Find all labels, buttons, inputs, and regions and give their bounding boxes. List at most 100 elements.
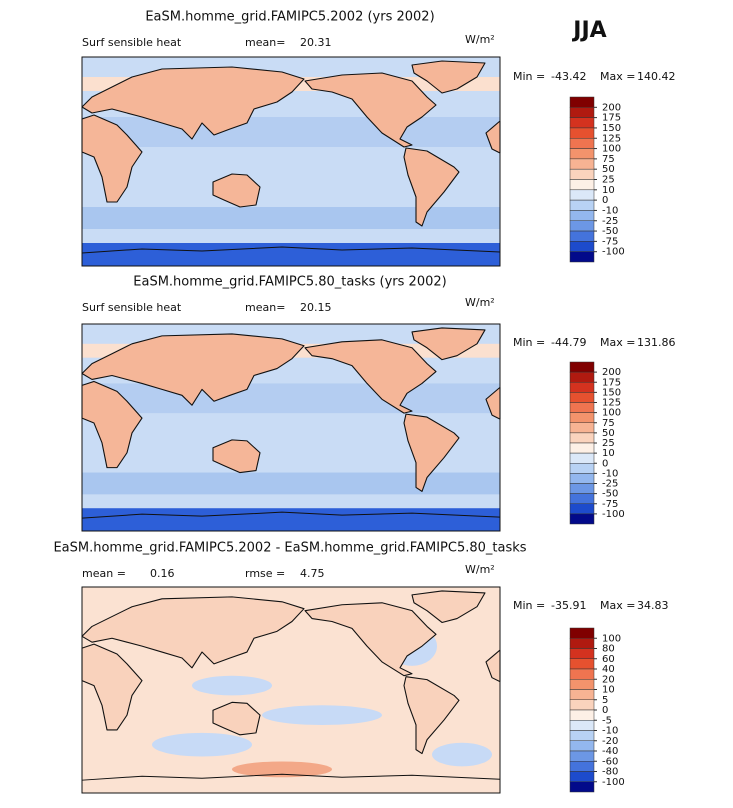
colorbar-label: -10 (602, 205, 618, 216)
anomaly (152, 732, 252, 757)
colorbar-label: 100 (602, 408, 621, 419)
max-label: Max = (600, 336, 635, 349)
colorbar-box (569, 251, 595, 263)
max-value: 131.86 (637, 336, 676, 349)
colorbar-label: 60 (602, 654, 615, 665)
colorbar-box (569, 648, 595, 659)
colorbar-label: -75 (602, 236, 618, 247)
colorbar-label: -75 (602, 499, 618, 510)
colorbar-box (569, 699, 595, 711)
colorbar-box (569, 402, 595, 413)
colorbar-label: -5 (602, 715, 612, 726)
max-label: Max = (600, 70, 635, 83)
colorbar-box (569, 709, 595, 721)
colorbar-box (569, 493, 595, 504)
season-label: JJA (571, 18, 606, 43)
colorbar-label: 0 (602, 705, 608, 716)
colorbar-box (569, 158, 595, 170)
colorbar-box (569, 168, 595, 180)
colorbar-label: 10 (602, 185, 615, 196)
stat-value: 20.31 (300, 36, 332, 49)
colorbar-label: 20 (602, 674, 615, 685)
map-frame (81, 586, 501, 794)
colorbar-label: 50 (602, 164, 615, 175)
colorbar-label: 75 (602, 154, 615, 165)
colorbar-box (569, 241, 595, 252)
antarctic-band (82, 243, 500, 266)
colorbar-label: 125 (602, 133, 621, 144)
antarctic-coast (81, 773, 501, 781)
colorbar-box (569, 781, 595, 793)
stat-label: mean = (82, 567, 126, 580)
colorbar-box (569, 771, 595, 782)
panel-title: EaSM.homme_grid.FAMIPC5.2002 (yrs 2002) (145, 10, 434, 25)
colorbar-box (569, 442, 595, 454)
colorbar-box (569, 412, 595, 423)
colorbar-box (569, 513, 595, 525)
colorbar-box (569, 210, 595, 221)
map-frame (81, 323, 501, 532)
colorbar-label: 50 (602, 428, 615, 439)
map (81, 323, 501, 532)
colorbar-box (569, 668, 595, 680)
colorbar-box (569, 432, 595, 444)
colorbar-box (569, 392, 595, 403)
colorbar-label: 0 (602, 195, 608, 206)
ocean-band (82, 117, 500, 147)
colorbar-box (569, 382, 595, 393)
colorbar-label: 0 (602, 458, 608, 469)
colorbar-box (569, 627, 595, 639)
colorbar-label: 150 (602, 387, 621, 398)
colorbar-label: -80 (602, 767, 618, 778)
colorbar-label: -100 (602, 247, 625, 258)
colorbar-label: -100 (602, 509, 625, 520)
colorbar-label: 175 (602, 113, 621, 124)
colorbar-box (569, 96, 595, 108)
colorbar-label: 80 (602, 644, 615, 655)
colorbar-box (569, 473, 595, 484)
colorbar-box (569, 230, 595, 242)
colorbar-box (569, 689, 595, 700)
colorbar-label: 25 (602, 438, 615, 449)
colorbar-label: 175 (602, 377, 621, 388)
min-label: Min = (513, 70, 545, 83)
colorbar-box (569, 371, 595, 383)
colorbar-label: -10 (602, 726, 618, 737)
colorbar-label: 10 (602, 685, 615, 696)
antarctic-band (82, 508, 500, 531)
stat-label: mean= (245, 301, 285, 314)
anomaly (192, 675, 272, 696)
colorbar-label: 10 (602, 448, 615, 459)
min-value: -35.91 (551, 599, 586, 612)
colorbar-box (569, 199, 595, 211)
colorbar-label: -100 (602, 777, 625, 788)
ocean-band (82, 472, 500, 495)
stat-label: rmse = (245, 567, 285, 580)
colorbar-box (569, 148, 595, 160)
ocean-band (82, 207, 500, 229)
colorbar-box (569, 452, 595, 464)
anomaly (262, 705, 382, 725)
max-value: 140.42 (637, 70, 676, 83)
stat-value: 20.15 (300, 301, 332, 314)
colorbar-label: 150 (602, 123, 621, 134)
panel-title: EaSM.homme_grid.FAMIPC5.80_tasks (yrs 20… (133, 275, 446, 290)
colorbar-label: 25 (602, 175, 615, 186)
colorbar-box (569, 730, 595, 741)
anomaly (432, 742, 492, 767)
colorbar-box (569, 761, 595, 772)
antarctic-coast (81, 246, 501, 254)
antarctic-coast (81, 511, 501, 519)
units-label: W/m² (465, 563, 495, 576)
colorbar-box (569, 638, 595, 649)
colorbar-label: -25 (602, 479, 618, 490)
colorbar-label: 100 (602, 144, 621, 155)
ocean-band (82, 383, 500, 414)
colorbar-label: -60 (602, 756, 618, 767)
colorbar-label: 75 (602, 418, 615, 429)
colorbar-label: -20 (602, 736, 618, 747)
colorbar-box (569, 138, 595, 149)
panel-title: EaSM.homme_grid.FAMIPC5.2002 - EaSM.homm… (53, 541, 526, 556)
colorbar-box (569, 117, 595, 129)
